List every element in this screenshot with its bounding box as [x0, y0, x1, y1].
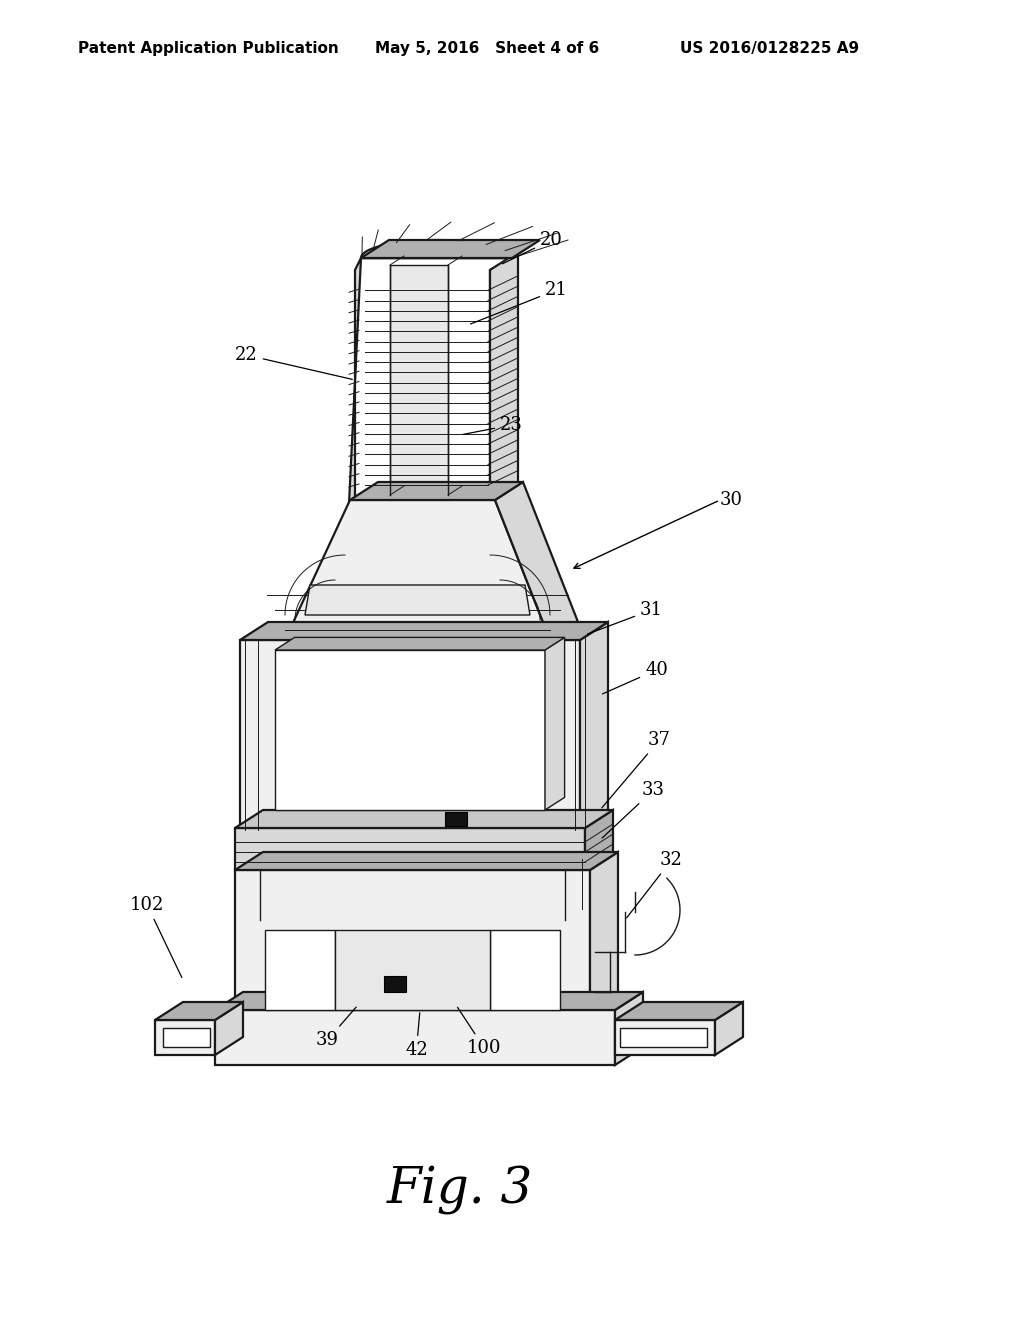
Polygon shape [445, 812, 467, 826]
Polygon shape [715, 1002, 743, 1055]
Polygon shape [390, 265, 449, 495]
Polygon shape [590, 851, 618, 1010]
Polygon shape [234, 851, 618, 870]
Polygon shape [615, 1002, 743, 1020]
Polygon shape [155, 1020, 215, 1055]
Polygon shape [580, 622, 608, 830]
Polygon shape [615, 993, 643, 1065]
Polygon shape [240, 622, 608, 640]
Polygon shape [335, 931, 490, 1010]
Polygon shape [361, 240, 512, 257]
Polygon shape [215, 993, 643, 1010]
Text: 20: 20 [503, 231, 563, 264]
Polygon shape [384, 975, 407, 993]
Polygon shape [215, 1010, 615, 1065]
Text: 21: 21 [471, 281, 568, 323]
Text: 23: 23 [463, 416, 523, 434]
Polygon shape [234, 870, 590, 1010]
Polygon shape [545, 638, 564, 810]
Polygon shape [275, 638, 564, 649]
Polygon shape [215, 1002, 243, 1055]
Text: 100: 100 [458, 1007, 502, 1057]
Text: 31: 31 [588, 601, 663, 634]
Polygon shape [234, 810, 613, 828]
Text: 40: 40 [602, 661, 668, 694]
Polygon shape [275, 649, 545, 810]
Text: 32: 32 [627, 851, 683, 917]
Text: US 2016/0128225 A9: US 2016/0128225 A9 [680, 41, 859, 55]
Text: 33: 33 [602, 781, 665, 838]
Text: 37: 37 [602, 731, 671, 808]
Polygon shape [240, 640, 580, 830]
Polygon shape [265, 931, 335, 1010]
Text: May 5, 2016   Sheet 4 of 6: May 5, 2016 Sheet 4 of 6 [375, 41, 599, 55]
Text: Patent Application Publication: Patent Application Publication [78, 41, 339, 55]
Text: 30: 30 [720, 491, 743, 510]
Polygon shape [490, 257, 512, 502]
Polygon shape [234, 828, 585, 870]
Polygon shape [349, 257, 361, 504]
Text: 22: 22 [234, 346, 352, 379]
Polygon shape [495, 482, 578, 640]
Text: 42: 42 [406, 1012, 428, 1059]
Polygon shape [615, 1020, 715, 1055]
Polygon shape [490, 252, 518, 500]
Polygon shape [163, 1028, 210, 1047]
Polygon shape [490, 931, 560, 1010]
Polygon shape [620, 1028, 707, 1047]
Polygon shape [585, 810, 613, 870]
Polygon shape [305, 585, 530, 615]
Polygon shape [155, 1002, 243, 1020]
Polygon shape [285, 500, 550, 640]
Polygon shape [361, 240, 540, 257]
Text: Fig. 3: Fig. 3 [387, 1166, 534, 1214]
Text: 102: 102 [130, 896, 182, 978]
Text: 39: 39 [316, 1007, 356, 1049]
Polygon shape [350, 482, 523, 500]
